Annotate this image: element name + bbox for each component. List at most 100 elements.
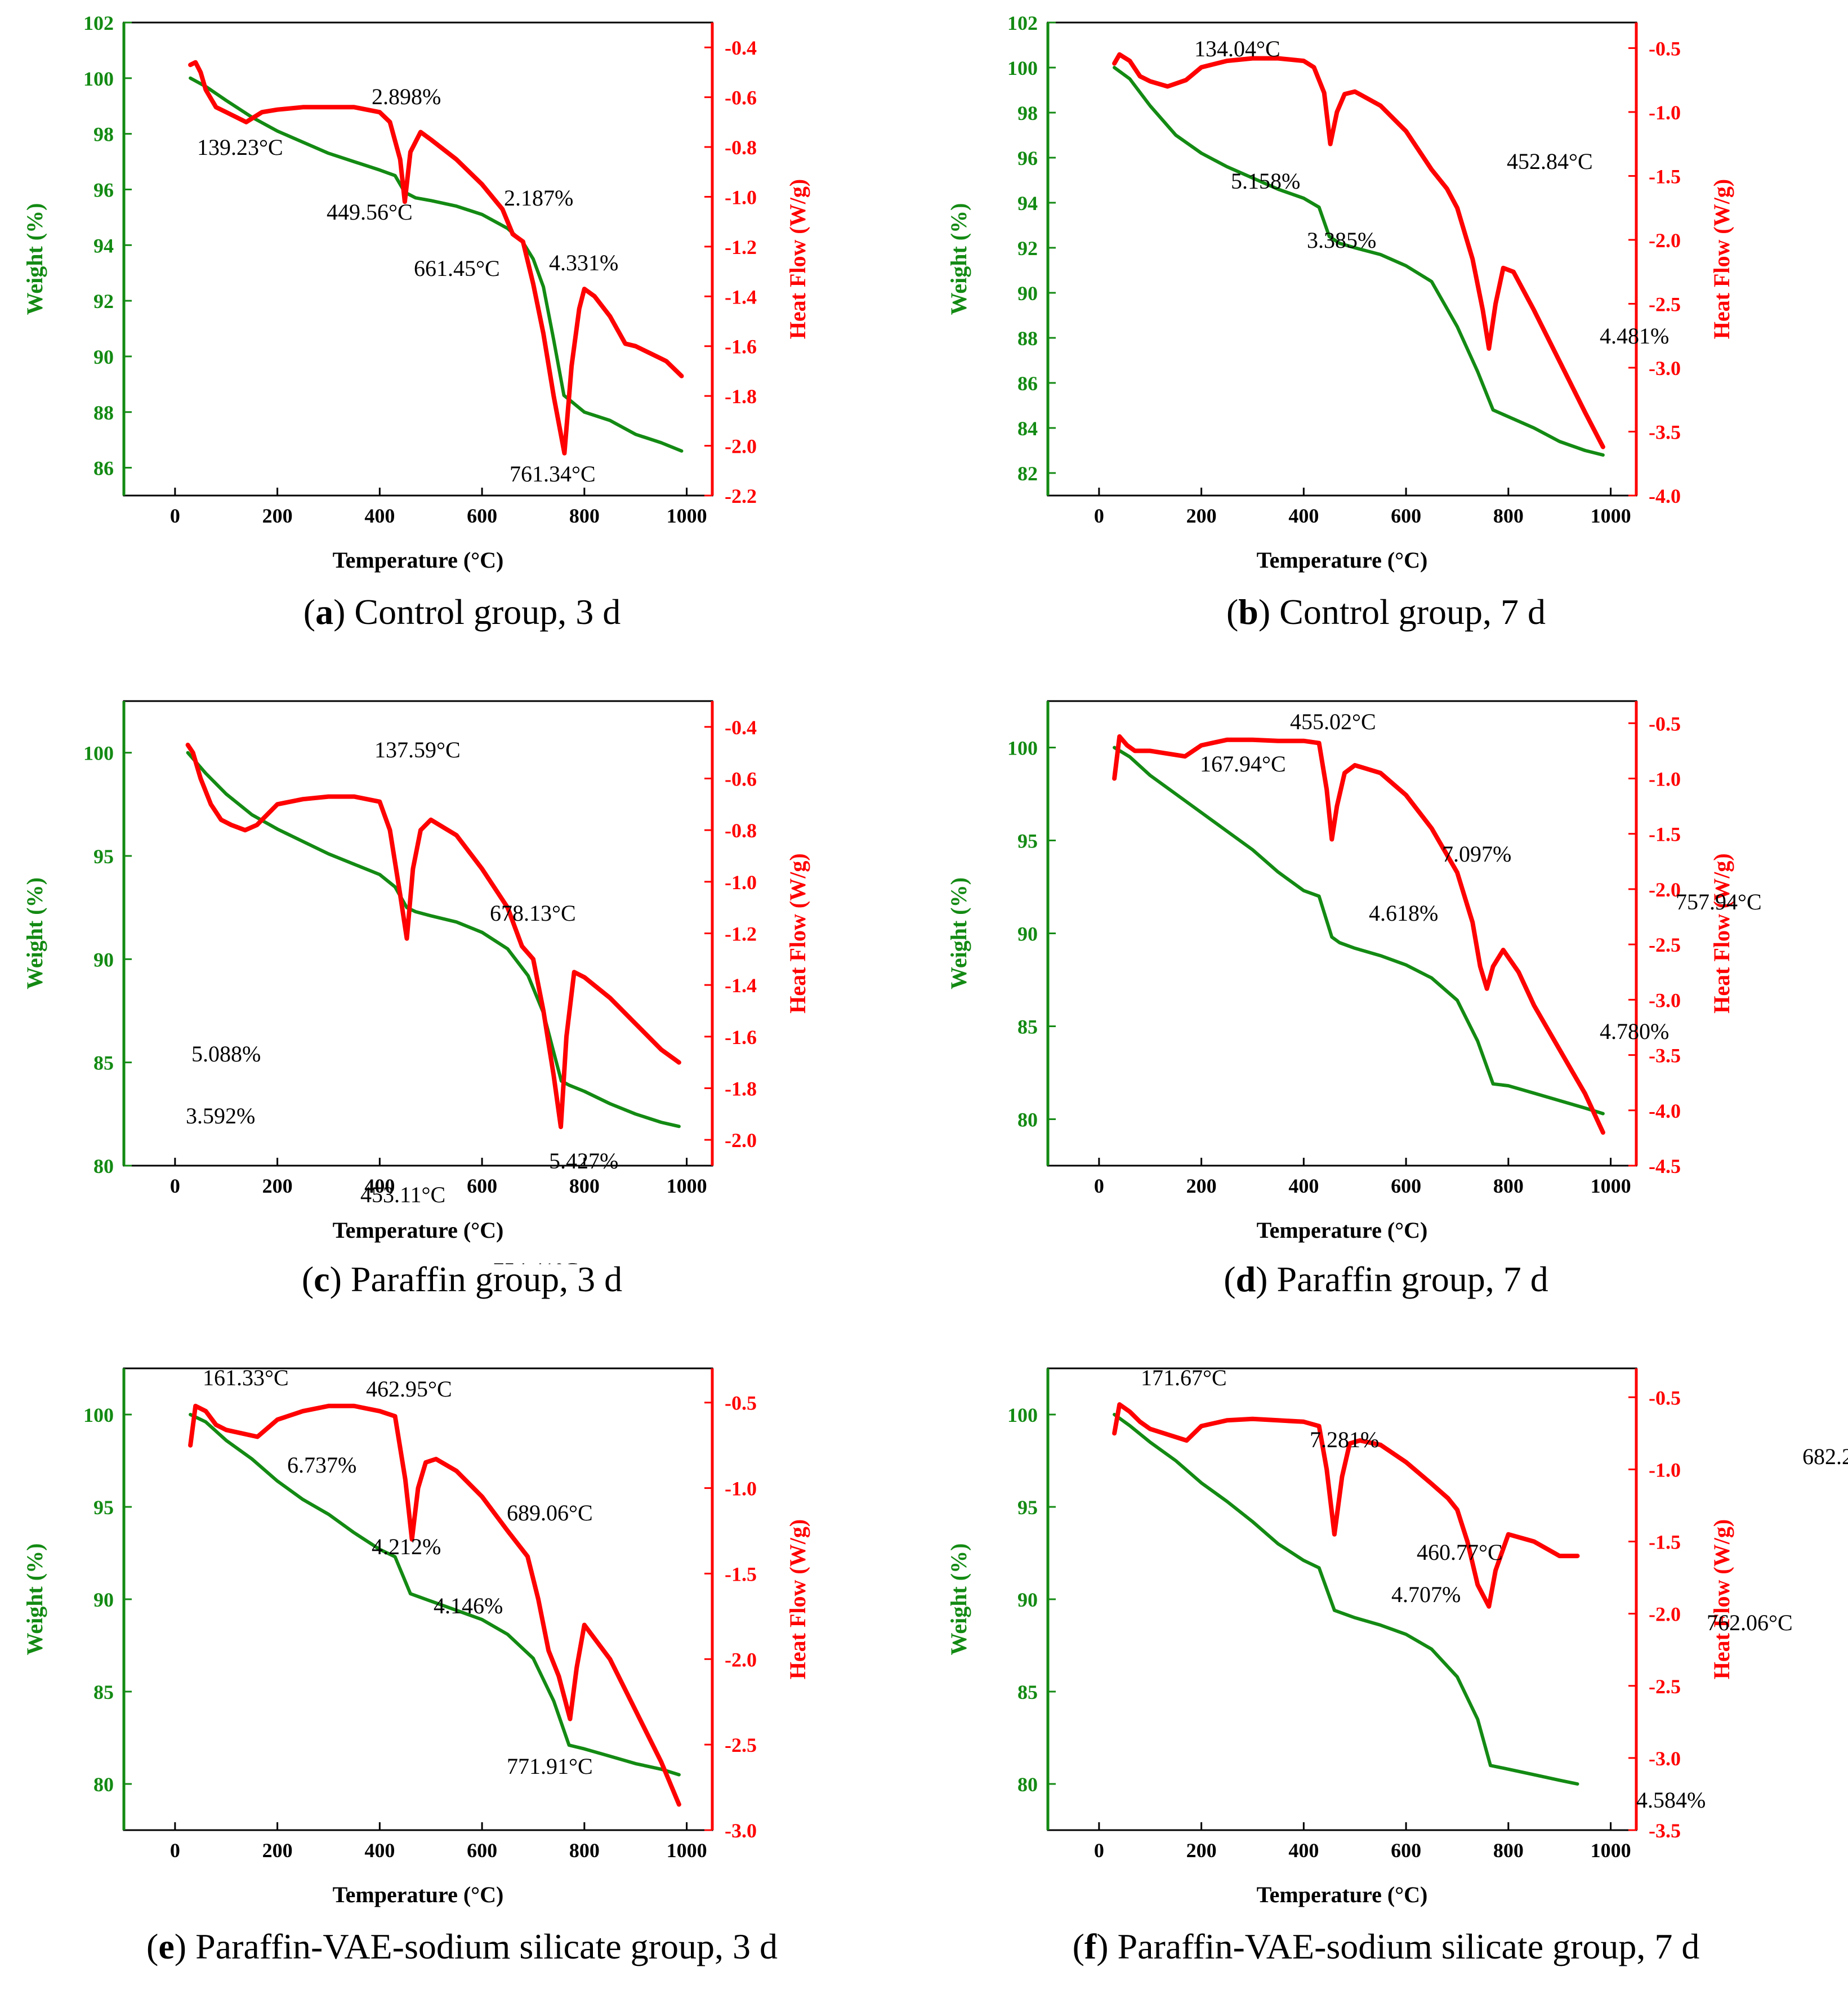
x-tick-label: 600 xyxy=(1391,505,1421,527)
y-left-tick-label: 85 xyxy=(1017,1681,1038,1703)
annotation-label: 137.59°C xyxy=(374,737,461,762)
panel-caption: (e) Paraffin-VAE-sodium silicate group, … xyxy=(146,1926,778,1966)
x-tick-label: 600 xyxy=(467,1839,497,1862)
annotation-label: 134.04°C xyxy=(1194,36,1280,61)
annotation-label: 5.427% xyxy=(549,1148,618,1174)
x-tick-label: 800 xyxy=(569,1175,600,1197)
y-left-tick-label: 95 xyxy=(1017,830,1038,853)
x-tick-label: 0 xyxy=(170,1175,180,1197)
y-left-tick-label: 102 xyxy=(1007,12,1038,34)
y-right-tick-label: -1.5 xyxy=(725,1563,757,1585)
annotation-label: 453.11°C xyxy=(360,1182,445,1207)
annotation-label: 4.584% xyxy=(1636,1787,1706,1813)
caption-text: ) Paraffin-VAE-sodium silicate group, 7 … xyxy=(1096,1926,1700,1966)
x-tick-label: 0 xyxy=(170,1839,180,1862)
y-right-tick-label: -1.0 xyxy=(1649,1458,1681,1481)
y-left-tick-label: 86 xyxy=(93,457,114,480)
y-left-tick-label: 94 xyxy=(1017,192,1038,215)
annotation-label: 678.13°C xyxy=(490,900,576,926)
y-right-tick-label: -3.0 xyxy=(725,1819,757,1842)
x-tick-label: 0 xyxy=(170,505,180,527)
y-right-axis-label: Heat Flow (W/g) xyxy=(1709,179,1734,339)
x-tick-label: 400 xyxy=(364,1175,395,1197)
y-right-tick-label: -1.8 xyxy=(725,1078,757,1100)
x-axis-label: Temperature (°C) xyxy=(1257,1882,1428,1907)
y-right-tick-label: -2.0 xyxy=(1649,1603,1681,1626)
annotation-label: 7.281% xyxy=(1310,1427,1379,1452)
y-right-tick-label: -1.2 xyxy=(725,923,757,945)
y-left-tick-label: 80 xyxy=(93,1155,114,1177)
caption-letter: c xyxy=(314,1259,330,1299)
panel-caption: (f) Paraffin-VAE-sodium silicate group, … xyxy=(1072,1926,1700,1966)
x-tick-label: 800 xyxy=(569,505,600,527)
y-right-tick-label: -2.0 xyxy=(725,435,757,458)
y-right-axis-label: Heat Flow (W/g) xyxy=(785,1519,810,1679)
y-right-tick-label: -1.6 xyxy=(725,336,757,358)
chart-panel-c: 0 200 400 600 800 1000 Temperature (°C) 80 85 90 9… xyxy=(0,667,924,1335)
y-left-tick-label: 82 xyxy=(1017,462,1038,485)
annotation-label: 661.45°C xyxy=(414,256,500,281)
y-right-axis-label: Heat Flow (W/g) xyxy=(1709,853,1734,1013)
annotation-label: 452.84°C xyxy=(1507,149,1593,174)
y-right-tick-label: -0.8 xyxy=(725,819,757,842)
y-left-tick-label: 98 xyxy=(1017,102,1038,124)
x-tick-label: 400 xyxy=(364,505,395,527)
y-right-tick-label: -1.4 xyxy=(725,285,757,308)
annotation-label: 462.95°C xyxy=(366,1376,452,1402)
annotation-label: 682.23°C xyxy=(1802,1444,1848,1469)
y-right-tick-label: -1.0 xyxy=(725,1478,757,1500)
y-left-tick-label: 80 xyxy=(1017,1109,1038,1131)
y-right-tick-label: -0.6 xyxy=(725,768,757,791)
y-left-tick-label: 90 xyxy=(93,948,114,971)
y-left-tick-label: 100 xyxy=(83,742,114,765)
y-right-tick-label: -2.5 xyxy=(1649,934,1681,956)
x-tick-label: 200 xyxy=(262,1839,293,1862)
annotation-label: 3.592% xyxy=(186,1103,255,1128)
annotation-label: 4.212% xyxy=(372,1534,441,1559)
y-left-tick-label: 102 xyxy=(83,12,114,34)
y-right-tick-label: -2.0 xyxy=(1649,878,1681,901)
y-left-tick-label: 88 xyxy=(93,402,114,424)
tga-dsc-chart-a: 0 200 400 600 800 1000 Temperature (°C) 86 88 90 9… xyxy=(22,12,810,573)
y-left-tick-label: 100 xyxy=(83,1404,114,1426)
caption-text: ) Control group, 7 d xyxy=(1258,592,1546,632)
y-right-tick-label: -0.5 xyxy=(725,1392,757,1415)
y-right-tick-label: -2.0 xyxy=(725,1129,757,1152)
x-tick-label: 0 xyxy=(1094,1839,1104,1862)
annotation-label: 2.187% xyxy=(504,185,573,211)
y-left-tick-label: 100 xyxy=(1007,57,1038,79)
y-right-tick-label: -0.6 xyxy=(725,87,757,109)
y-right-tick-label: -2.5 xyxy=(1649,1675,1681,1698)
annotation-label: 5.088% xyxy=(191,1041,261,1067)
x-tick-label: 1000 xyxy=(667,1839,707,1862)
weight-series-line xyxy=(1113,66,1605,457)
y-right-tick-label: -3.5 xyxy=(1649,1045,1681,1067)
annotation-label: 5.158% xyxy=(1231,168,1300,194)
x-tick-label: 400 xyxy=(1288,1175,1319,1197)
annotation-label: 754.41°C xyxy=(493,1258,579,1264)
annotation-label: 3.385% xyxy=(1307,227,1376,253)
panel-caption: (c) Paraffin group, 3 d xyxy=(301,1259,623,1299)
x-tick-label: 200 xyxy=(1186,1839,1217,1862)
y-left-axis-label: Weight (%) xyxy=(946,877,971,989)
x-tick-label: 800 xyxy=(1493,1175,1524,1197)
x-axis-label: Temperature (°C) xyxy=(333,1217,504,1243)
y-right-tick-label: -1.5 xyxy=(1649,823,1681,846)
y-left-tick-label: 92 xyxy=(1017,237,1038,260)
annotation-label: 171.67°C xyxy=(1141,1365,1227,1390)
caption-text: ) Paraffin group, 7 d xyxy=(1256,1259,1548,1299)
y-right-tick-label: -4.5 xyxy=(1649,1155,1681,1177)
caption-letter: d xyxy=(1235,1259,1256,1299)
x-tick-label: 200 xyxy=(1186,505,1217,527)
x-tick-label: 200 xyxy=(262,505,293,527)
y-right-tick-label: -2.0 xyxy=(725,1648,757,1671)
caption-text: ) Control group, 3 d xyxy=(333,592,621,632)
x-tick-label: 400 xyxy=(1288,505,1319,527)
annotation-label: 449.56°C xyxy=(327,199,413,225)
y-left-axis-label: Weight (%) xyxy=(22,1543,47,1656)
y-right-tick-label: -2.5 xyxy=(725,1734,757,1756)
y-right-tick-label: -1.0 xyxy=(725,871,757,894)
weight-series-line xyxy=(1113,1413,1579,1786)
annotation-label: 4.780% xyxy=(1600,1019,1669,1044)
annotation-label: 4.618% xyxy=(1369,900,1438,926)
